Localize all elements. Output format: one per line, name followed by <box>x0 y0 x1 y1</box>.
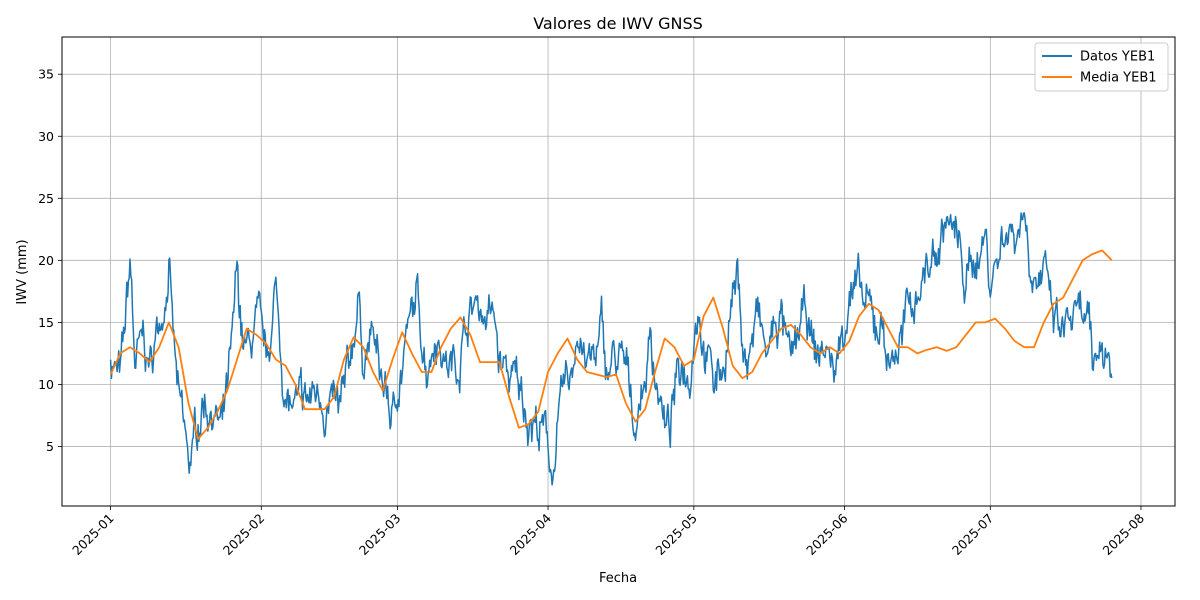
chart-title: Valores de IWV GNSS <box>533 14 703 33</box>
y-tick-label: 25 <box>38 191 54 206</box>
x-axis-label: Fecha <box>599 571 637 586</box>
plot-frame <box>61 36 1176 507</box>
series-line-media <box>109 249 1113 440</box>
grid <box>62 37 1175 506</box>
legend: Datos YEB1 Media YEB1 <box>1034 42 1169 92</box>
y-tick-label: 30 <box>38 129 54 144</box>
y-tick-label: 20 <box>38 253 54 268</box>
series-layer <box>109 212 1113 486</box>
y-tick-label: 35 <box>38 67 54 82</box>
series-line-datos <box>109 212 1113 486</box>
y-axis-label: IWV (mm) <box>15 239 30 304</box>
y-tick-label: 5 <box>46 439 54 454</box>
y-tick-label: 15 <box>38 315 54 330</box>
legend-label-mean: Media YEB1 <box>1080 71 1157 86</box>
y-tick-label: 10 <box>38 377 54 392</box>
legend-label-data: Datos YEB1 <box>1080 50 1155 65</box>
